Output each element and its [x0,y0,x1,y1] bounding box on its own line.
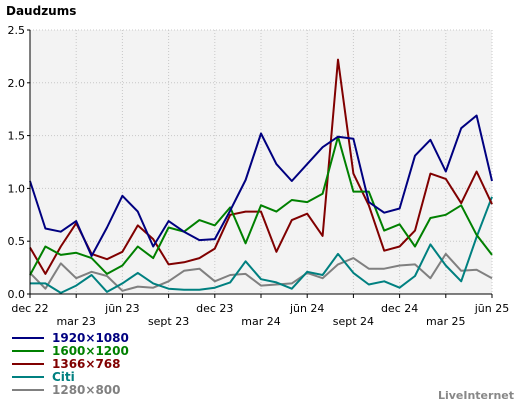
y-tick-label: 2.0 [8,77,26,90]
series-line-1920-1080 [29,114,493,257]
x-tick-label: jūn 24 [289,302,325,315]
x-tick-label: jūn 25 [474,302,510,315]
series-line-1600-1200 [29,135,493,276]
y-tick-label: 1.5 [8,130,26,143]
y-tick-label: 1.0 [8,182,26,195]
x-tick-label: sept 23 [148,315,189,328]
series-line-1366-768 [29,58,493,275]
legend-label: 1920×1080 [52,331,129,345]
x-tick-label: sept 24 [333,315,374,328]
legend-label: 1600×1200 [52,344,129,358]
chart-title: Daudzums [6,4,76,18]
x-tick-label: jūn 23 [104,302,140,315]
x-tick-label: dec 24 [381,302,418,315]
x-tick-label: mar 25 [426,315,465,328]
series-lines [29,58,493,294]
x-tick-label: dec 23 [196,302,233,315]
legend-label: Citi [52,370,75,384]
brand-label: LiveInternet [438,389,514,402]
y-tick-label: 0.5 [8,235,26,248]
x-tick-label: mar 24 [241,315,280,328]
legend-label: 1280×800 [52,383,121,397]
y-tick-label: 0.0 [8,288,26,301]
series-line-1280-800 [29,252,493,292]
y-tick-label: 2.5 [8,24,26,37]
x-tick-label: dec 22 [11,302,48,315]
series-line-citi [30,196,493,294]
axes: 0.0 0.5 1.0 1.5 2.0 2.5 dec 22 mar 23 jūn 23 sept… [8,24,510,328]
legend-label: 1366×768 [52,357,121,371]
x-tick-label: mar 23 [56,315,95,328]
